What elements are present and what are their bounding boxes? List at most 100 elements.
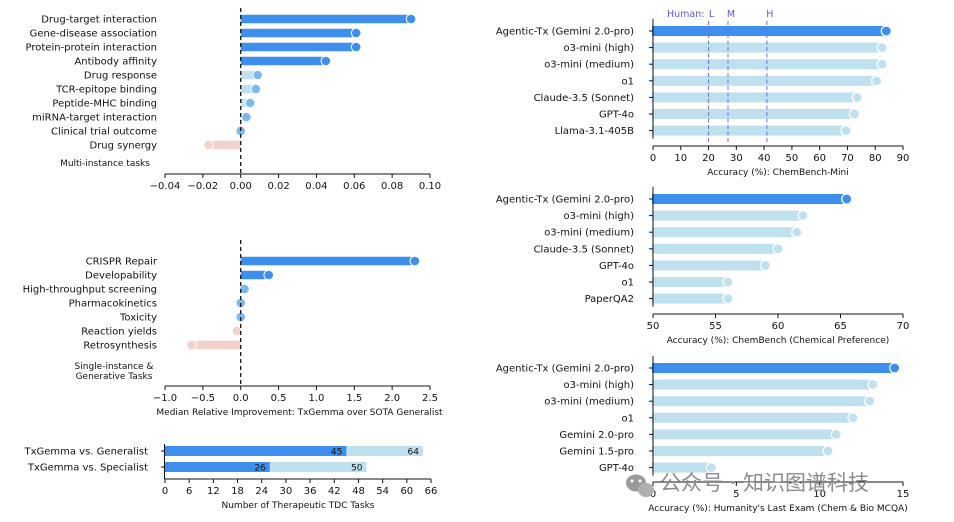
point xyxy=(822,445,834,457)
bar xyxy=(652,125,847,136)
x-tick-label: 50 xyxy=(786,153,799,164)
bar xyxy=(652,379,873,390)
value-label: 50 xyxy=(351,464,363,474)
category-label: Developability xyxy=(85,271,157,282)
chembench-mini-chart: Agentic-Tx (Gemini 2.0-pro) o3-mini (high… xyxy=(496,9,910,178)
point xyxy=(889,362,901,374)
point xyxy=(841,193,853,205)
category-label: GPT-4o xyxy=(599,261,634,272)
category-label: Agentic-Tx (Gemini 2.0-pro) xyxy=(496,195,634,206)
category-label: Llama-3.1-405B xyxy=(555,126,635,137)
multi-instance-chart: Drug-target interaction Gene-disease asso… xyxy=(26,8,441,192)
category-label: Drug response xyxy=(84,71,157,82)
x-tick-label: 54 xyxy=(376,486,389,497)
point xyxy=(864,395,876,407)
bar xyxy=(652,26,887,36)
category-label: Retrosynthesis xyxy=(83,341,157,352)
category-label: Claude-3.5 (Sonnet) xyxy=(534,244,635,255)
x-tick-label: 0.04 xyxy=(305,181,327,192)
category-label: Drug-target interaction xyxy=(41,15,157,26)
x-tick-label: 90 xyxy=(897,153,910,164)
category-label: Clinical trial outcome xyxy=(51,127,157,138)
group-label: Generative Tasks xyxy=(76,372,153,382)
single-instance-chart: CRISPR Repair Developability High-throughp… xyxy=(23,240,443,418)
category-label: Antibody affinity xyxy=(74,57,157,68)
x-tick-label: 60 xyxy=(772,321,785,332)
x-tick-label: 70 xyxy=(897,321,910,332)
bar xyxy=(652,363,895,373)
x-tick-label: 40 xyxy=(758,153,771,164)
x-tick-label: 48 xyxy=(352,486,365,497)
x-tick-label: 18 xyxy=(231,486,244,497)
category-label: o1 xyxy=(622,76,634,87)
point xyxy=(239,283,250,295)
x-tick-label: 0.10 xyxy=(419,181,441,192)
bar xyxy=(652,446,828,456)
category-label: TCR-epitope binding xyxy=(55,85,157,96)
human-line-label: M xyxy=(727,9,735,20)
point xyxy=(870,75,883,87)
bar-better xyxy=(165,462,270,472)
category-label: Peptide-MHC binding xyxy=(52,99,157,110)
category-label: CRISPR Repair xyxy=(86,257,158,268)
humanitys-last-exam-chart: Agentic-Tx (Gemini 2.0-pro) o3-mini (high… xyxy=(496,356,909,514)
x-axis-title: Accuracy (%): ChemBench-Mini xyxy=(707,168,849,178)
x-tick-label: 60 xyxy=(813,153,826,164)
category-label: o3-mini (high) xyxy=(563,380,634,391)
bar xyxy=(652,260,766,271)
x-tick-label: 60 xyxy=(400,486,413,497)
bar xyxy=(652,412,853,423)
bar xyxy=(652,210,803,221)
x-tick-label: 2.5 xyxy=(422,393,438,404)
x-tick-label: −0.5 xyxy=(191,393,215,404)
x-tick-label: 30 xyxy=(730,153,743,164)
x-axis-title: Accuracy (%): Humanity's Last Exam (Chem… xyxy=(648,504,907,514)
chembench-preference-chart: Agentic-Tx (Gemini 2.0-pro) o3-mini (high… xyxy=(496,187,910,346)
bar xyxy=(652,243,778,254)
group-label: Single-instance & xyxy=(75,362,154,372)
x-axis-title: Number of Therapeutic TDC Tasks xyxy=(222,501,375,511)
point xyxy=(244,97,256,109)
x-tick-label: −0.04 xyxy=(150,181,181,192)
x-tick-label: 5 xyxy=(733,489,739,500)
x-tick-label: 2.0 xyxy=(384,393,400,404)
point xyxy=(263,269,275,281)
point xyxy=(203,139,214,151)
x-tick-label: 55 xyxy=(709,321,722,332)
point xyxy=(252,69,264,81)
bar xyxy=(652,396,870,407)
watermark: 公众号 · 知识图谱科技 xyxy=(626,471,869,497)
bar xyxy=(652,277,728,287)
bar xyxy=(652,92,858,103)
point xyxy=(847,412,859,424)
x-tick-label: 10 xyxy=(813,489,826,500)
category-label: Agentic-Tx (Gemini 2.0-pro) xyxy=(496,364,634,375)
category-label: GPT-4o xyxy=(599,110,634,121)
point xyxy=(759,259,772,272)
point xyxy=(231,325,243,337)
value-label: 64 xyxy=(407,448,419,458)
point xyxy=(791,226,803,238)
category-label: o3-mini (medium) xyxy=(544,60,634,71)
point xyxy=(880,25,892,37)
category-label: Claude-3.5 (Sonnet) xyxy=(534,93,635,104)
watermark-text: 公众号 · 知识图谱科技 xyxy=(660,471,869,495)
category-label: Toxicity xyxy=(119,313,157,324)
human-line-label: H xyxy=(766,9,773,20)
category-label: TxGemma vs. Specialist xyxy=(27,463,148,474)
point xyxy=(876,41,888,54)
x-tick-label: 50 xyxy=(647,321,660,332)
category-label: Pharmacokinetics xyxy=(69,299,157,310)
bar xyxy=(652,75,877,86)
category-label: Drug synergy xyxy=(90,141,158,152)
point xyxy=(705,461,717,474)
category-label: Agentic-Tx (Gemini 2.0-pro) xyxy=(496,27,634,38)
bar xyxy=(652,59,883,70)
point xyxy=(350,41,362,53)
x-axis-title: Accuracy (%): ChemBench (Chemical Prefer… xyxy=(667,336,890,346)
x-tick-label: 0.02 xyxy=(267,181,289,192)
category-label: Gemini 2.0-pro xyxy=(559,430,634,441)
x-tick-label: 42 xyxy=(328,486,341,497)
category-label: Reaction yields xyxy=(81,327,157,338)
point xyxy=(797,209,809,222)
